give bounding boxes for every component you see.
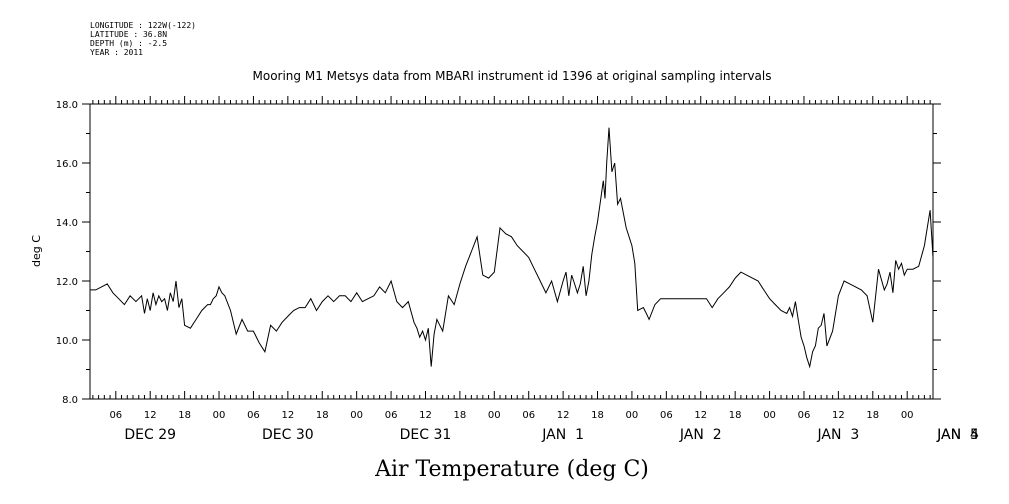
y-axis: 8.0 10.0 12.0 14.0 16.0 18.0	[56, 100, 941, 406]
x-hour-label: 06	[385, 410, 398, 421]
depth-label: DEPTH (m) : -2.5	[90, 39, 168, 48]
x-hour-label: 06	[109, 410, 122, 421]
x-day-label: JAN 4	[936, 427, 979, 443]
x-axis: 06 12 18 00 06 12 18 00 06 12 18 00 06 12 18 00 06 12 18 00…	[92, 96, 979, 443]
year-label: YEAR : 2011	[90, 48, 143, 57]
x-hour-label: 00	[901, 410, 914, 421]
x-day-label: JAN 3	[817, 427, 860, 443]
y-tick-label: 12.0	[56, 277, 78, 288]
y-tick-label: 16.0	[56, 159, 78, 170]
x-hour-label: 06	[522, 410, 535, 421]
x-day-label: DEC 29	[124, 427, 176, 443]
y-tick-label: 18.0	[56, 100, 78, 111]
x-hour-label: 12	[694, 410, 707, 421]
x-hour-label: 18	[454, 410, 467, 421]
x-hour-label: 12	[144, 410, 157, 421]
x-hour-label: 00	[213, 410, 226, 421]
x-hour-label: 12	[832, 410, 845, 421]
x-hour-label: 12	[281, 410, 294, 421]
x-day-label: DEC 30	[262, 427, 314, 443]
x-hour-label: 12	[419, 410, 432, 421]
y-tick-label: 14.0	[56, 218, 78, 229]
y-axis-label: deg C	[30, 235, 43, 267]
x-day-label: DEC 31	[400, 427, 452, 443]
x-hour-label: 00	[763, 410, 776, 421]
x-hour-label: 18	[591, 410, 604, 421]
longitude-label: LONGITUDE : 122W(-122)	[90, 21, 196, 30]
metadata-block: LONGITUDE : 122W(-122) LATITUDE : 36.8N …	[90, 21, 196, 57]
x-axis-title: Air Temperature (deg C)	[374, 457, 649, 482]
x-hour-label: 00	[626, 410, 639, 421]
x-hour-label: 06	[247, 410, 260, 421]
latitude-label: LATITUDE : 36.8N	[90, 30, 168, 39]
x-day-label: JAN 5	[936, 427, 979, 443]
chart-title: Mooring M1 Metsys data from MBARI instru…	[253, 69, 772, 83]
x-day-label: JAN 1	[541, 427, 584, 443]
x-day-label: JAN 2	[679, 427, 722, 443]
x-hour-label: 00	[350, 410, 363, 421]
air-temperature-series-line	[90, 127, 934, 369]
x-hour-label: 12	[557, 410, 570, 421]
x-hour-label: 06	[798, 410, 811, 421]
x-hour-label: 18	[729, 410, 742, 421]
y-tick-label: 10.0	[56, 336, 78, 347]
y-tick-label: 8.0	[62, 395, 78, 406]
x-hour-label: 18	[866, 410, 879, 421]
x-hour-label: 18	[316, 410, 329, 421]
x-hour-label: 00	[488, 410, 501, 421]
x-hour-label: 06	[660, 410, 673, 421]
x-hour-label: 18	[178, 410, 191, 421]
